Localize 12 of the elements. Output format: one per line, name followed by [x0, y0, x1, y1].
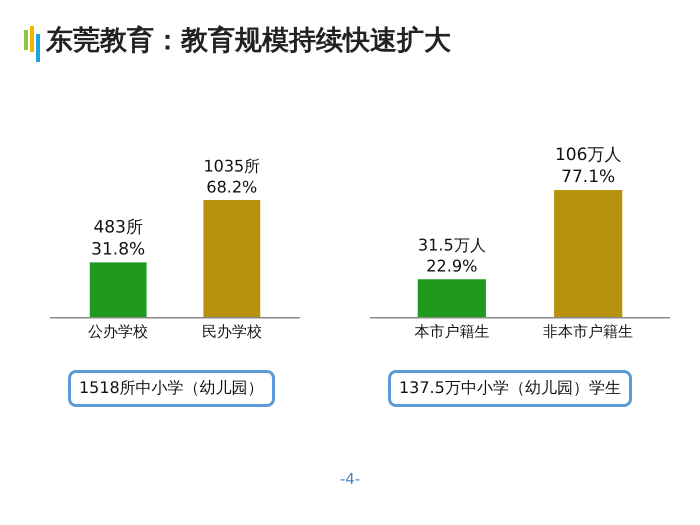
text: 1518所中小学（幼儿园）: [68, 370, 275, 407]
data-label: 31.5万人 22.9%: [418, 236, 486, 276]
text: -4-: [338, 470, 362, 488]
chart-title: 东莞教育：教育规模持续快速扩大: [46, 24, 451, 58]
x-tick-label: 非本市户籍生: [543, 322, 634, 340]
x-tick-label: 公办学校: [88, 322, 148, 340]
data-label: 1035所 68.2%: [203, 156, 260, 196]
x-tick-label: 民办学校: [202, 322, 262, 340]
text: 137.5万中小学（幼儿园）学生: [388, 370, 632, 407]
data-label: 106万人 77.1%: [554, 144, 622, 187]
x-tick-label: 本市户籍生: [414, 322, 490, 340]
data-label: 483所 31.8%: [91, 217, 146, 260]
